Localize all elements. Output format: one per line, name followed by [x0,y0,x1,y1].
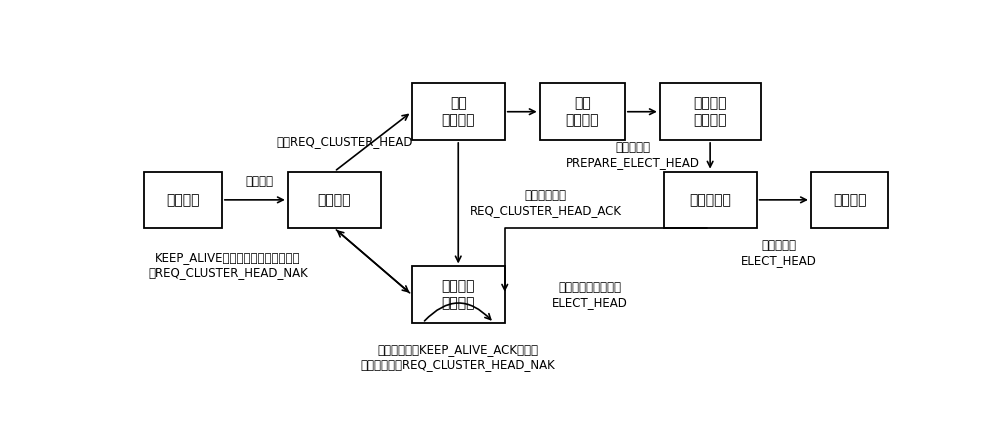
FancyBboxPatch shape [412,267,505,323]
FancyBboxPatch shape [412,83,505,140]
Text: 当选簇头: 当选簇头 [833,193,866,207]
FancyBboxPatch shape [144,172,222,228]
Text: 普通节点
正常工作: 普通节点 正常工作 [442,280,475,310]
Text: KEEP_ALIVE超时或收到不带簇头信息
的REQ_CLUSTER_HEAD_NAK: KEEP_ALIVE超时或收到不带簇头信息 的REQ_CLUSTER_HEAD_… [148,251,308,279]
Text: 超时，广播
PREPARE_ELECT_HEAD: 超时，广播 PREPARE_ELECT_HEAD [566,141,700,169]
Text: 等待
簇头回应: 等待 簇头回应 [442,97,475,127]
Text: 簇头未知: 簇头未知 [318,193,351,207]
Text: 等待最长
休眠时间: 等待最长 休眠时间 [693,97,727,127]
FancyBboxPatch shape [664,172,757,228]
FancyBboxPatch shape [811,172,888,228]
FancyBboxPatch shape [660,83,761,140]
Text: 收到簇头回应KEEP_ALIVE_ACK或收到
带簇头信息的REQ_CLUSTER_HEAD_NAK: 收到簇头回应KEEP_ALIVE_ACK或收到 带簇头信息的REQ_CLUSTE… [361,343,556,371]
Text: 唤醒
休眠节点: 唤醒 休眠节点 [566,97,599,127]
Text: 配置地址: 配置地址 [245,175,273,187]
Text: 收到其他节点发送的
ELECT_HEAD: 收到其他节点发送的 ELECT_HEAD [552,281,628,309]
FancyBboxPatch shape [540,83,625,140]
FancyBboxPatch shape [288,172,381,228]
Text: 广播REQ_CLUSTER_HEAD: 广播REQ_CLUSTER_HEAD [276,135,413,148]
Text: 超时，广播
ELECT_HEAD: 超时，广播 ELECT_HEAD [741,239,817,267]
Text: 收到簇头回应
REQ_CLUSTER_HEAD_ACK: 收到簇头回应 REQ_CLUSTER_HEAD_ACK [470,189,622,217]
Text: 退避并选举: 退避并选举 [689,193,731,207]
Text: 网络启动: 网络启动 [166,193,200,207]
